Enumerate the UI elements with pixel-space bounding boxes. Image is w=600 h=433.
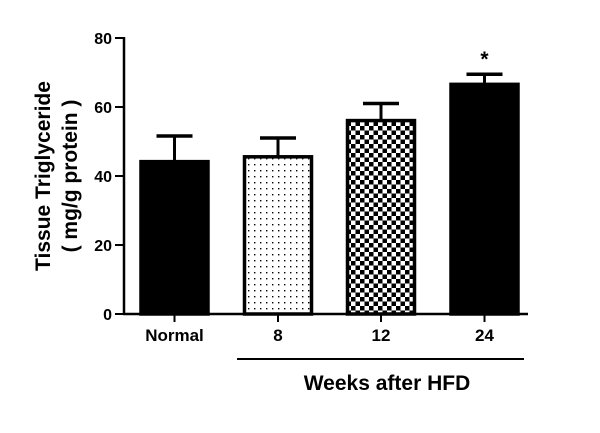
group-bracket: Weeks after HFD: [237, 358, 524, 395]
y-tick-label: 20: [94, 238, 112, 255]
y-tick-label: 40: [94, 169, 112, 186]
x-tick-label: 8: [273, 326, 282, 345]
y-tick-label: 80: [94, 31, 112, 48]
bar-8: [242, 136, 314, 316]
x-tick-label: Normal: [145, 326, 204, 345]
bar-24: [449, 72, 520, 316]
svg-text:Tissue Triglyceride: Tissue Triglyceride: [32, 81, 55, 271]
y-axis: 0 20 40 60 80: [94, 31, 126, 324]
y-tick-label: 60: [94, 100, 112, 117]
x-axis-label: Weeks after HFD: [304, 372, 471, 395]
svg-text:( mg/g protein ): ( mg/g protein ): [59, 100, 82, 253]
significance-marker: *: [480, 48, 489, 71]
x-axis: Normal 8 12 24: [123, 312, 528, 345]
bar-normal: [139, 134, 210, 316]
y-axis-label: Tissue Triglyceride ( mg/g protein ): [32, 81, 82, 271]
x-tick-label: 24: [475, 326, 494, 345]
y-tick-label: 0: [103, 307, 112, 324]
bar-12: [345, 101, 417, 316]
x-tick-label: 12: [372, 326, 391, 345]
bars: *: [139, 48, 520, 316]
